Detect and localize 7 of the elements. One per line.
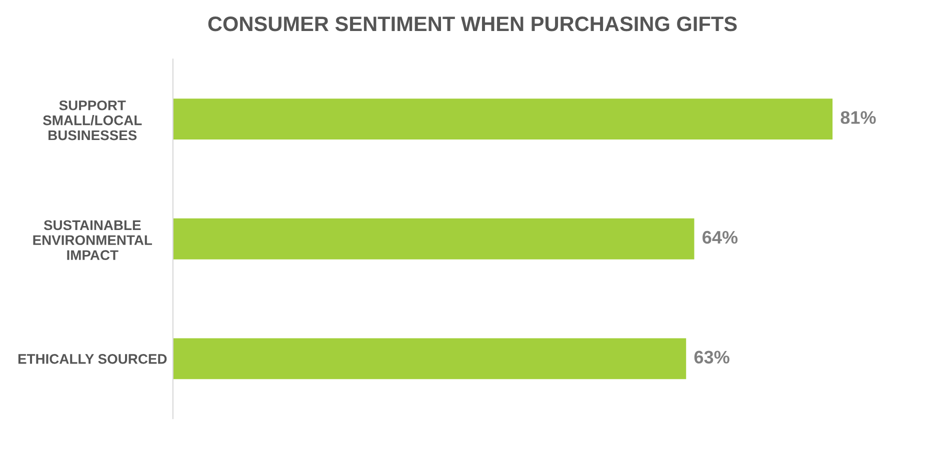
data-label: 64% xyxy=(702,230,738,244)
data-label: 81% xyxy=(840,111,876,124)
y-tick-label: ETHICALLY SOURCED xyxy=(18,354,167,364)
y-tick-label: SUPPORT SMALL/LOCAL BUSINESSES xyxy=(43,100,142,140)
data-label: 63% xyxy=(694,350,730,364)
y-tick-label: SUSTAINABLE ENVIRONMENTAL IMPACT xyxy=(33,220,152,260)
chart-title: CONSUMER SENTIMENT WHEN PURCHASING GIFTS xyxy=(208,16,737,32)
